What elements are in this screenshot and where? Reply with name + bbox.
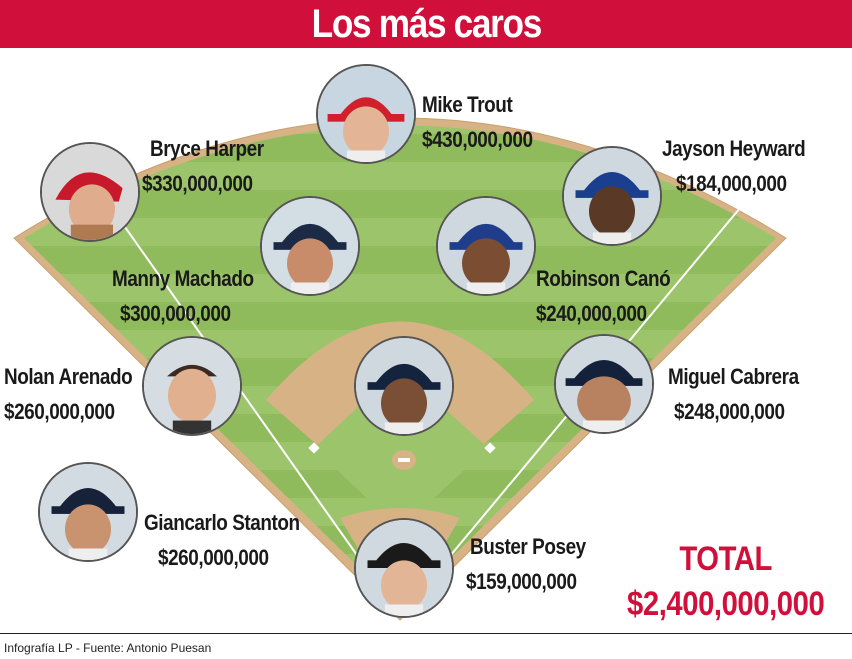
player-photo-icon — [144, 338, 240, 434]
player-amount: $248,000,000 — [674, 399, 785, 424]
first-base — [484, 442, 496, 454]
player-photo-cabrera — [554, 334, 654, 434]
footer-divider — [0, 633, 852, 634]
player-photo-harper — [40, 142, 140, 242]
player-photo-icon — [262, 198, 358, 294]
player-name: Robinson Canó — [536, 266, 671, 291]
third-base — [308, 442, 320, 454]
total-amount: $2,400,000,000 — [626, 585, 825, 623]
player-photo-icon — [318, 66, 414, 162]
player-photo-posey — [354, 518, 454, 618]
player-amount: $159,000,000 — [466, 569, 577, 594]
player-label-cano: Robinson Canó $240,000,000 — [536, 268, 692, 325]
player-photo-price — [354, 336, 454, 436]
player-label-harper: Bryce Harper $330,000,000 — [142, 138, 282, 195]
player-name: Mike Trout — [422, 92, 513, 117]
player-photo-icon — [40, 464, 136, 560]
title-banner: Los más caros — [0, 0, 852, 48]
player-amount: $260,000,000 — [158, 545, 269, 570]
player-label-trout: Mike Trout $430,000,000 — [422, 94, 551, 151]
player-amount: $240,000,000 — [536, 301, 647, 326]
player-photo-trout — [316, 64, 416, 164]
player-name: Giancarlo Stanton — [144, 510, 300, 535]
player-name: Bryce Harper — [150, 136, 264, 161]
total-label: TOTAL — [679, 540, 772, 578]
player-photo-stanton — [38, 462, 138, 562]
player-label-machado: Manny Machado $300,000,000 — [112, 268, 277, 325]
player-label-arenado: Nolan Arenado $260,000,000 — [4, 366, 153, 423]
foul-line-left — [119, 219, 401, 617]
player-amount: $260,000,000 — [4, 399, 115, 424]
player-photo-cano — [436, 196, 536, 296]
player-photo-heyward — [562, 146, 662, 246]
player-name: Jayson Heyward — [662, 136, 806, 161]
source-credit: Infografía LP - Fuente: Antonio Puesan — [4, 641, 212, 655]
player-label-heyward: Jayson Heyward $184,000,000 — [662, 138, 829, 195]
page-title: Los más caros — [311, 1, 542, 46]
player-amount: $184,000,000 — [676, 171, 787, 196]
player-name: Nolan Arenado — [4, 364, 133, 389]
player-photo-icon — [356, 520, 452, 616]
player-name: Miguel Cabrera — [668, 364, 799, 389]
player-label-cabrera: Miguel Cabrera $248,000,000 — [668, 366, 820, 423]
player-name: Buster Posey — [470, 534, 586, 559]
total-block: TOTAL $2,400,000,000 — [611, 540, 840, 624]
player-photo-machado — [260, 196, 360, 296]
player-label-stanton: Giancarlo Stanton $260,000,000 — [144, 512, 325, 569]
player-photo-icon — [438, 198, 534, 294]
player-photo-icon — [356, 338, 452, 434]
player-amount: $300,000,000 — [120, 301, 231, 326]
player-photo-icon — [564, 148, 660, 244]
player-amount: $430,000,000 — [422, 127, 533, 152]
player-label-posey: Buster Posey $159,000,000 — [466, 536, 605, 593]
player-photo-icon — [42, 144, 138, 240]
player-photo-arenado — [142, 336, 242, 436]
player-photo-icon — [556, 336, 652, 432]
player-name: Manny Machado — [112, 266, 254, 291]
player-amount: $330,000,000 — [142, 171, 253, 196]
